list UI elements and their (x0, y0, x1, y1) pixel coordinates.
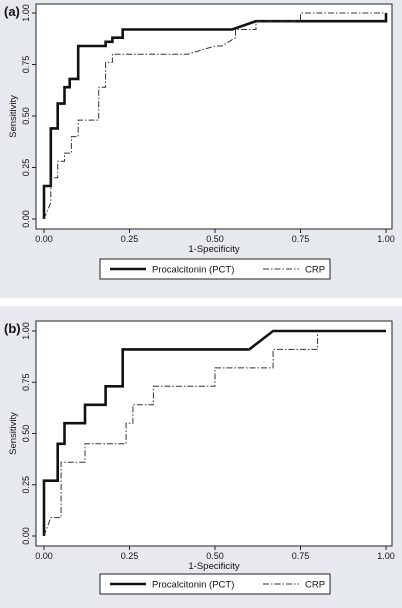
x-tick-label: 0.50 (206, 234, 224, 244)
panel-divider (0, 298, 402, 306)
plot-area (35, 320, 393, 547)
y-tick-label: 0.50 (21, 425, 31, 443)
y-tick-label: 1.00 (21, 322, 31, 340)
x-tick-label: 0.25 (121, 234, 139, 244)
roc-chart-b: (b) 0.00 0.25 0.50 0.75 1.00 0.00 0.25 0.50 0.75 1… (4, 320, 395, 595)
legend-label-crp: CRP (305, 265, 325, 276)
y-tick-label: 0.75 (21, 373, 31, 391)
x-tick-label: 1.00 (377, 234, 395, 244)
legend-label-crp: CRP (305, 580, 325, 591)
x-tick-label: 0.00 (35, 234, 53, 244)
y-axis-title: Sensitivity (8, 95, 19, 138)
series-line-pct (42, 13, 388, 219)
y-axis-title: Sensitivity (8, 412, 19, 455)
x-axis-title: 1-Specificity (188, 561, 239, 572)
x-tick-label: 0.00 (35, 551, 53, 561)
legend-label-pct: Procalcitonin (PCT) (152, 265, 234, 276)
series-line-crp (43, 12, 386, 220)
x-tick-label: 0.25 (121, 551, 139, 561)
panel-label: (b) (4, 321, 21, 336)
x-tick-label: 0.50 (206, 551, 224, 561)
legend-box (99, 573, 331, 595)
y-tick-label: 0.00 (21, 527, 31, 545)
y-tick-label: 0.25 (21, 159, 31, 177)
y-tick-label: 0.75 (21, 56, 31, 74)
roc-chart-a: (a) 0.00 0.25 0.50 0.75 1.00 0.00 0.25 0.50 0.75 1… (4, 3, 395, 280)
x-axis-title: 1-Specificity (188, 244, 239, 255)
series-line-pct (42, 329, 386, 536)
y-tick-label: 0.50 (21, 107, 31, 125)
y-tick-label: 0.00 (21, 210, 31, 228)
x-tick-label: 0.75 (292, 551, 310, 561)
x-tick-label: 0.75 (292, 234, 310, 244)
panel-label: (a) (4, 4, 20, 19)
legend-label-pct: Procalcitonin (PCT) (152, 580, 234, 591)
legend-box (99, 258, 331, 280)
series-line-crp (43, 331, 319, 537)
y-tick-label: 0.25 (21, 476, 31, 494)
y-tick-label: 1.00 (21, 4, 31, 22)
plot-area (35, 3, 393, 230)
x-tick-label: 1.00 (377, 551, 395, 561)
